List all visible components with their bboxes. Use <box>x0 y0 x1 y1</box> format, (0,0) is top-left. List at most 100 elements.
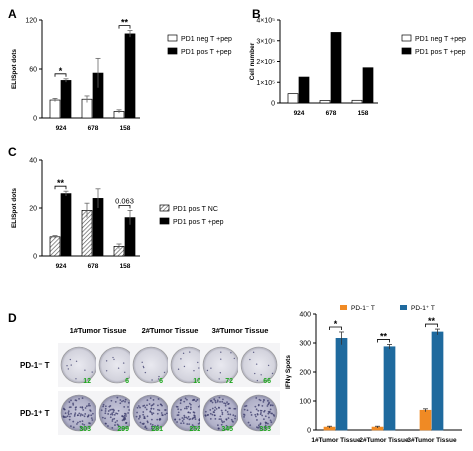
elispot-spot <box>119 402 122 405</box>
elispot-spot <box>180 422 182 425</box>
elispot-spot <box>70 412 72 415</box>
elispot-spot <box>144 406 147 409</box>
elispot-spot <box>109 404 112 407</box>
elispot-count: 66 <box>263 378 271 385</box>
elispot-spot <box>211 401 214 404</box>
elispot-spot <box>111 418 114 421</box>
elispot-spot <box>151 424 154 426</box>
elispot-count: 6 <box>159 378 163 385</box>
elispot-spot <box>111 426 114 429</box>
elispot-spot <box>102 405 105 408</box>
elispot-spot <box>243 413 245 416</box>
elispot-spot <box>270 421 273 424</box>
elispot-spot <box>256 412 259 415</box>
a-bar <box>60 80 72 119</box>
elispot-spot <box>121 415 124 417</box>
d-legend-label: PD-1⁻ T <box>351 305 375 312</box>
elispot-spot <box>164 409 167 411</box>
elispot-spot <box>75 406 77 409</box>
a-y-tick-label: 60 <box>29 67 37 74</box>
elispot-spot <box>179 402 182 405</box>
elispot-spot <box>144 426 147 429</box>
c-significance-bracket <box>54 185 67 190</box>
elispot-spot <box>104 410 107 412</box>
c-significance-label: ** <box>57 178 65 188</box>
elispot-spot <box>66 415 69 418</box>
b-bar <box>351 99 363 104</box>
elispot-spot <box>272 413 275 416</box>
elispot-spot <box>161 404 163 407</box>
elispot-spot <box>226 411 229 413</box>
elispot-well <box>98 346 136 384</box>
elispot-spot <box>263 410 265 413</box>
elispot-spot <box>114 400 117 403</box>
elispot-row-label: PD-1⁺ T <box>20 409 50 418</box>
elispot-spot <box>221 398 224 401</box>
elispot-spot <box>127 412 130 414</box>
elispot-spot <box>157 404 159 407</box>
elispot-spot <box>109 408 112 411</box>
elispot-spot <box>185 405 188 408</box>
elispot-spot <box>262 418 265 421</box>
elispot-spot <box>260 411 262 414</box>
d-y-tick-label: 300 <box>299 341 311 348</box>
c-legend-swatch <box>159 204 170 212</box>
elispot-spot <box>176 414 179 416</box>
elispot-spot <box>177 408 180 411</box>
elispot-spot <box>190 427 193 430</box>
elispot-spot <box>257 404 260 407</box>
elispot-spot <box>213 411 216 414</box>
elispot-spot <box>109 416 112 419</box>
elispot-spot <box>75 378 77 380</box>
elispot-spot <box>179 399 182 402</box>
b-x-tick-label: 678 <box>326 110 337 117</box>
b-y-tick-label: 1×10⁵ <box>256 80 275 87</box>
elispot-spot <box>107 425 109 427</box>
elispot-spot <box>196 398 199 401</box>
elispot-spot <box>128 409 131 411</box>
elispot-spot <box>187 415 190 418</box>
elispot-spot <box>119 399 122 401</box>
elispot-spot <box>229 413 232 416</box>
b-bar <box>298 76 310 104</box>
c-significance-label: 0.063 <box>115 196 134 205</box>
a-significance-bracket <box>54 73 67 77</box>
elispot-spot <box>136 411 138 414</box>
elispot-spot <box>159 418 162 421</box>
chart-b: 0 1×10⁵ 2×10⁵ 3×10⁵ 4×10⁵ Cell number 924 678 15… <box>249 18 466 118</box>
elispot-spot <box>137 405 140 407</box>
elispot-spot <box>127 401 130 404</box>
c-y-label: ELISpot dots <box>11 188 18 228</box>
elispot-spot <box>197 422 200 425</box>
elispot-spot <box>117 367 120 369</box>
elispot-spot <box>150 411 153 414</box>
d-bar <box>431 331 444 431</box>
elispot-spot <box>104 412 107 415</box>
elispot-spot <box>146 404 148 407</box>
elispot-spot <box>111 420 114 422</box>
elispot-column-title: 2#Tumor Tissue <box>142 326 199 335</box>
elispot-count: 6 <box>125 378 129 385</box>
elispot-spot <box>142 411 145 413</box>
panel-label-a: A <box>8 7 17 21</box>
elispot-spot <box>62 415 65 418</box>
elispot-spot <box>114 424 116 426</box>
elispot-spot <box>232 420 234 423</box>
elispot-spot <box>269 408 272 411</box>
elispot-spot <box>259 409 262 412</box>
elispot-spot <box>67 410 70 413</box>
elispot-spot <box>230 352 232 354</box>
elispot-spot <box>159 403 162 406</box>
elispot-spot <box>206 369 209 372</box>
elispot-count: 333 <box>259 426 271 433</box>
elispot-spot <box>214 417 217 420</box>
elispot-spot <box>67 411 70 414</box>
elispot-spot <box>197 405 200 408</box>
d-significance-label: ** <box>380 331 388 341</box>
elispot-well <box>240 346 278 384</box>
elispot-spot <box>255 397 258 399</box>
elispot-spot <box>220 420 223 422</box>
elispot-spot <box>74 413 76 416</box>
elispot-spot <box>194 418 197 420</box>
